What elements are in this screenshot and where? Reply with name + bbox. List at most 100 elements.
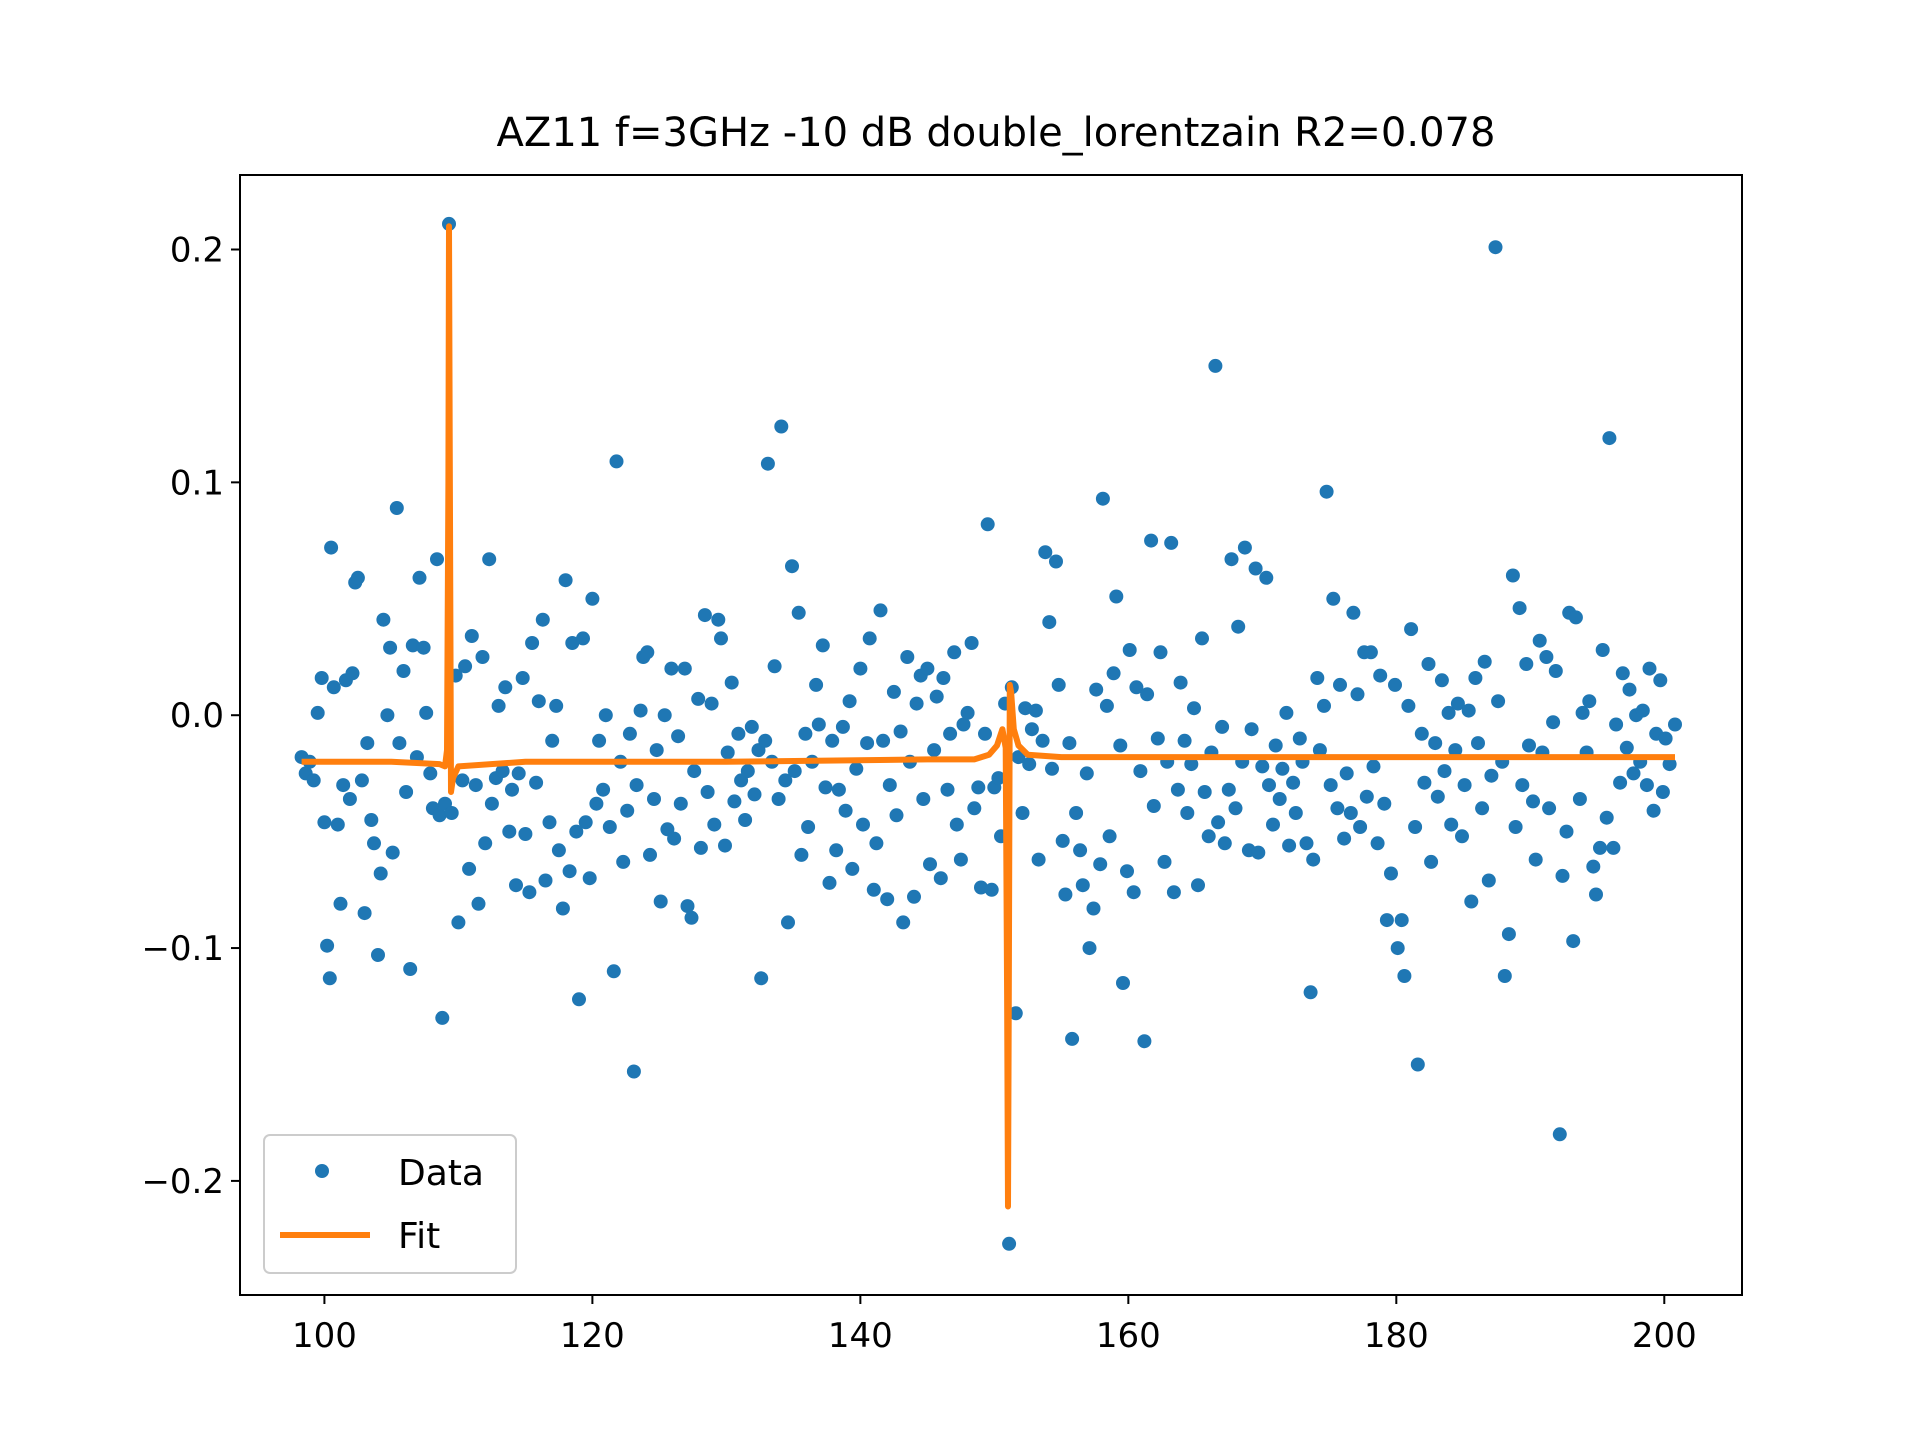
data-point (565, 636, 580, 650)
data-point (1491, 694, 1506, 709)
data-point (1505, 568, 1520, 583)
data-point (1572, 792, 1587, 806)
data-point (1379, 913, 1394, 928)
data-point (916, 792, 931, 806)
data-point (585, 591, 600, 606)
data-point (538, 873, 553, 888)
data-point (785, 559, 799, 574)
data-point (1410, 1057, 1425, 1072)
data-point (1137, 1034, 1152, 1049)
y-tick-label: −0.1 (141, 929, 224, 969)
data-point (889, 808, 904, 823)
data-point (758, 733, 773, 748)
data-point (923, 857, 937, 872)
data-point (731, 726, 746, 741)
data-point (478, 836, 493, 851)
data-point (1231, 619, 1246, 634)
data-point (1197, 785, 1212, 799)
data-point (680, 899, 695, 914)
x-tick-label: 200 (1632, 1316, 1697, 1356)
data-point (1042, 615, 1057, 630)
data-point (760, 456, 775, 471)
data-point (1397, 969, 1412, 983)
data-point (373, 866, 388, 881)
data-point (1164, 535, 1179, 550)
data-point (647, 792, 661, 806)
data-point (657, 708, 672, 723)
data-point (964, 636, 979, 650)
data-point (1244, 722, 1259, 737)
data-point (849, 761, 864, 776)
data-point (1326, 591, 1341, 606)
data-point (1045, 761, 1059, 776)
data-point (1428, 736, 1443, 751)
data-point (1646, 803, 1661, 818)
data-point (475, 650, 490, 664)
data-point (1113, 738, 1128, 753)
data-point (1437, 764, 1452, 779)
data-point (620, 803, 635, 818)
data-point (900, 650, 915, 664)
data-point (1559, 824, 1574, 839)
data-point (1448, 743, 1463, 758)
data-point (831, 782, 846, 797)
data-point (866, 882, 881, 897)
data-point (1464, 894, 1479, 909)
data-point (633, 703, 648, 718)
data-point (1075, 878, 1090, 893)
data-point (1602, 431, 1617, 446)
data-point (707, 817, 722, 832)
plot-area (294, 216, 1682, 1251)
data-point (1519, 657, 1534, 671)
data-point (822, 875, 837, 890)
data-point (1548, 664, 1563, 678)
data-point (602, 820, 617, 834)
data-point (798, 726, 813, 741)
data-point (330, 817, 345, 832)
data-point (1031, 852, 1046, 867)
y-tick-label: 0.1 (170, 463, 224, 503)
legend: Data Fit (263, 1134, 517, 1274)
data-point (787, 764, 802, 779)
data-point (458, 659, 473, 674)
data-point (1461, 703, 1476, 718)
data-point (1055, 833, 1070, 848)
data-point (967, 801, 982, 816)
data-point (606, 964, 621, 979)
data-point (1049, 554, 1063, 569)
data-point (1444, 817, 1459, 832)
data-point (1455, 829, 1469, 844)
data-point (484, 796, 499, 811)
data-point (1532, 633, 1547, 648)
data-point (1133, 764, 1148, 779)
data-point (1642, 661, 1657, 676)
axes-frame (239, 174, 1743, 1296)
data-point (1370, 836, 1385, 851)
data-point (943, 726, 958, 741)
data-point (1079, 766, 1094, 781)
data-point (673, 796, 688, 811)
data-point (468, 778, 483, 793)
data-point (1471, 736, 1485, 751)
data-point (1528, 852, 1543, 867)
data-point (718, 838, 732, 853)
data-point (1373, 668, 1388, 683)
data-point (1177, 733, 1192, 748)
data-point (1589, 887, 1603, 902)
data-point (1086, 901, 1101, 916)
data-point (1515, 778, 1530, 793)
data-point (1038, 545, 1053, 560)
data-point (1339, 766, 1354, 781)
data-point (1323, 778, 1338, 793)
data-point (643, 847, 657, 862)
legend-label-data: Data (398, 1153, 484, 1194)
data-point (357, 906, 372, 921)
data-point (1468, 671, 1483, 685)
data-point (767, 659, 782, 674)
data-point (801, 820, 816, 834)
data-point (1526, 794, 1540, 809)
data-point (933, 871, 948, 886)
data-point (1150, 731, 1165, 746)
data-point (1255, 759, 1270, 774)
data-point (1359, 789, 1374, 804)
